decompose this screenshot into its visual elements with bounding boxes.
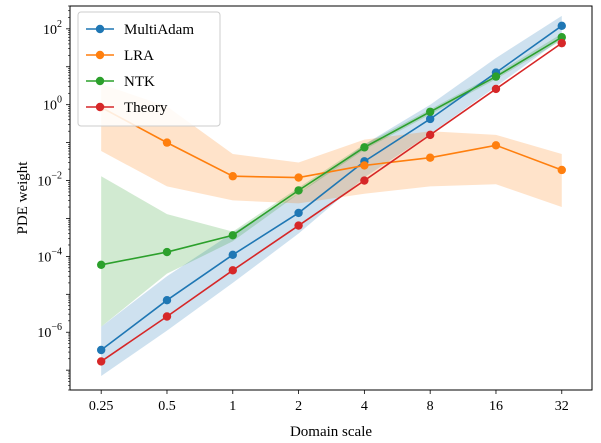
theory-point xyxy=(294,221,303,230)
x-tick-label: 0.25 xyxy=(89,399,114,414)
lra-point xyxy=(491,141,501,150)
series-lines xyxy=(100,25,563,363)
x-tick-label: 8 xyxy=(427,399,434,414)
theory-point xyxy=(162,312,172,321)
legend-label: LRA xyxy=(124,48,154,64)
lra-band xyxy=(101,84,562,208)
y-tick-label: 10−4 xyxy=(37,246,62,265)
ntk-point xyxy=(294,186,303,195)
legend-entry-theory: Theory xyxy=(86,100,168,116)
y-tick-label: 10−2 xyxy=(37,171,62,190)
y-axis-label: PDE weight xyxy=(15,161,31,235)
lra-point xyxy=(162,138,172,147)
x-axis-ticks: 0.25 0.5 1 2 4 8 16 32 xyxy=(89,390,569,414)
legend-entry-lra: LRA xyxy=(86,48,154,64)
lra-point xyxy=(425,153,435,162)
ntk-point xyxy=(360,143,369,152)
y-axis-ticks: 10−6 10−4 10−2 100 102 xyxy=(37,5,70,391)
x-tick-label: 1 xyxy=(229,399,236,414)
theory-point xyxy=(96,357,106,366)
lra-line xyxy=(100,106,563,179)
confidence-bands xyxy=(101,15,562,377)
ntk-point xyxy=(162,247,172,257)
multiadam-point xyxy=(557,21,566,31)
plot-frame xyxy=(69,5,593,391)
legend-label: MultiAdam xyxy=(124,22,194,38)
x-tick-label: 16 xyxy=(489,399,503,414)
x-tick-label: 4 xyxy=(361,399,368,414)
y-tick-label: 100 xyxy=(43,95,62,114)
legend-label: Theory xyxy=(124,100,168,116)
ntk-point xyxy=(96,260,106,269)
multiadam-point xyxy=(96,345,106,355)
theory-point xyxy=(228,266,237,275)
x-tick-label: 32 xyxy=(555,399,569,414)
legend: MultiAdam LRA NTK Theory xyxy=(77,11,221,127)
lra-point xyxy=(360,161,369,170)
legend-swatch-marker xyxy=(95,102,105,112)
legend-swatch-marker xyxy=(95,50,105,60)
legend-swatch-marker xyxy=(95,24,105,34)
ntk-point xyxy=(228,231,237,240)
lra-point xyxy=(228,172,237,181)
x-tick-label: 0.5 xyxy=(158,399,176,414)
lra-point xyxy=(557,165,566,175)
legend-box xyxy=(77,11,221,127)
series-markers xyxy=(96,21,566,366)
legend-label: NTK xyxy=(124,74,155,90)
ntk-point xyxy=(425,107,435,116)
ntk-point xyxy=(491,72,501,81)
multiadam-point xyxy=(294,208,303,218)
theory-point xyxy=(425,130,435,140)
ntk-line xyxy=(101,36,563,266)
theory-point xyxy=(557,38,566,48)
y-tick-label: 102 xyxy=(43,19,62,38)
ntk-band xyxy=(101,33,562,327)
multiadam-point xyxy=(162,295,172,305)
x-tick-label: 2 xyxy=(295,399,302,414)
multiadam-band xyxy=(101,15,562,377)
y-tick-label: 10−6 xyxy=(37,322,62,341)
legend-swatch-marker xyxy=(95,76,105,86)
lra-point xyxy=(294,173,303,182)
theory-point xyxy=(491,84,501,94)
legend-entry-ntk: NTK xyxy=(86,74,155,90)
ntk-point xyxy=(557,33,566,42)
x-axis-label: Domain scale xyxy=(290,424,372,440)
theory-point xyxy=(360,176,369,185)
theory-line xyxy=(100,42,563,363)
multiadam-line xyxy=(100,25,563,351)
multiadam-point xyxy=(425,114,435,124)
multiadam-point xyxy=(228,250,237,260)
legend-entry-multiadam: MultiAdam xyxy=(86,22,194,38)
